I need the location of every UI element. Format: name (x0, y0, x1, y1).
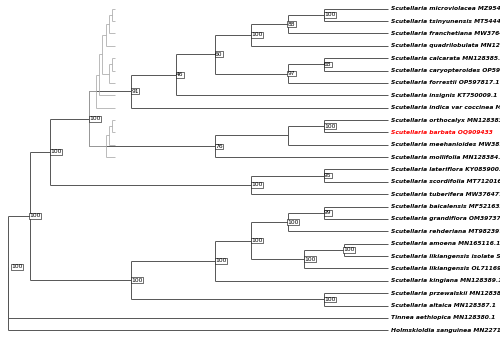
Text: Scutellaria mollifolia MN128384.1: Scutellaria mollifolia MN128384.1 (390, 155, 500, 160)
Text: 46: 46 (176, 72, 184, 77)
Text: 91: 91 (132, 89, 139, 94)
Text: Scutellaria calcarata MN128385.1: Scutellaria calcarata MN128385.1 (390, 56, 500, 61)
Text: Scutellaria orthocalyx MN128383.1: Scutellaria orthocalyx MN128383.1 (390, 118, 500, 122)
Text: Scutellaria grandiflora OM397372.1: Scutellaria grandiflora OM397372.1 (390, 217, 500, 221)
Text: Scutellaria kingiana MN128389.1: Scutellaria kingiana MN128389.1 (390, 278, 500, 283)
Text: Scutellaria meehanioides MW381011.1: Scutellaria meehanioides MW381011.1 (390, 142, 500, 147)
Text: 100: 100 (50, 149, 62, 154)
Text: 88: 88 (288, 22, 295, 27)
Text: 76: 76 (215, 144, 222, 149)
Text: 100: 100 (324, 124, 336, 129)
Text: 95: 95 (324, 173, 332, 178)
Text: Holmskioldia sanguinea MN227130.1: Holmskioldia sanguinea MN227130.1 (390, 328, 500, 333)
Text: 100: 100 (304, 257, 316, 262)
Text: Tinnea aethiopica MN128380.1: Tinnea aethiopica MN128380.1 (390, 316, 495, 320)
Text: Scutellaria likiangensis OL711695.1: Scutellaria likiangensis OL711695.1 (390, 266, 500, 271)
Text: 100: 100 (215, 258, 226, 263)
Text: Scutellaria amoena MN165116.1: Scutellaria amoena MN165116.1 (390, 241, 500, 246)
Text: 100: 100 (252, 238, 263, 243)
Text: Scutellaria altaica MN128387.1: Scutellaria altaica MN128387.1 (390, 303, 496, 308)
Text: Scutellaria forrestii OP597817.1: Scutellaria forrestii OP597817.1 (390, 80, 499, 85)
Text: Scutellaria likiangensis isolate S01 OP597811.1: Scutellaria likiangensis isolate S01 OP5… (390, 254, 500, 259)
Text: 100: 100 (324, 12, 336, 17)
Text: 97: 97 (288, 71, 296, 76)
Text: Scutellaria przewalskii MN128382.1: Scutellaria przewalskii MN128382.1 (390, 291, 500, 296)
Text: 100: 100 (344, 247, 355, 253)
Text: 100: 100 (11, 264, 22, 270)
Text: Scutellaria tuberifera MW376477.1: Scutellaria tuberifera MW376477.1 (390, 192, 500, 197)
Text: 100: 100 (132, 278, 142, 283)
Text: 100: 100 (252, 182, 263, 187)
Text: Scutellaria barbata OQ909433: Scutellaria barbata OQ909433 (390, 130, 492, 135)
Text: Scutellaria indica var coccinea MN047312.1: Scutellaria indica var coccinea MN047312… (390, 105, 500, 110)
Text: 68: 68 (324, 62, 332, 67)
Text: Scutellaria rehderiana MT982397.1: Scutellaria rehderiana MT982397.1 (390, 229, 500, 234)
Text: Scutellaria baicalensis MF521632.1: Scutellaria baicalensis MF521632.1 (390, 204, 500, 209)
Text: 99: 99 (324, 210, 332, 215)
Text: Scutellaria franchetiana MW376478.1: Scutellaria franchetiana MW376478.1 (390, 31, 500, 36)
Text: Scutellaria caryopteroides OP597816.1: Scutellaria caryopteroides OP597816.1 (390, 68, 500, 73)
Text: Scutellaria lateriflora KY085900.1: Scutellaria lateriflora KY085900.1 (390, 167, 500, 172)
Text: Scutellaria quadrilobulata MN128381.1: Scutellaria quadrilobulata MN128381.1 (390, 43, 500, 48)
Text: Scutellaria microviolacea MZ954872.1: Scutellaria microviolacea MZ954872.1 (390, 6, 500, 11)
Text: 60: 60 (215, 52, 222, 57)
Text: 100: 100 (324, 297, 336, 302)
Text: 100: 100 (252, 33, 263, 37)
Text: Scutellaria insignis KT750009.1: Scutellaria insignis KT750009.1 (390, 93, 497, 98)
Text: 100: 100 (288, 220, 299, 224)
Text: Scutellaria scordifolia MT712016.1: Scutellaria scordifolia MT712016.1 (390, 179, 500, 184)
Text: 100: 100 (30, 214, 41, 218)
Text: 100: 100 (90, 116, 101, 121)
Text: Scutellaria tsinyunensis MT544405.1: Scutellaria tsinyunensis MT544405.1 (390, 19, 500, 23)
